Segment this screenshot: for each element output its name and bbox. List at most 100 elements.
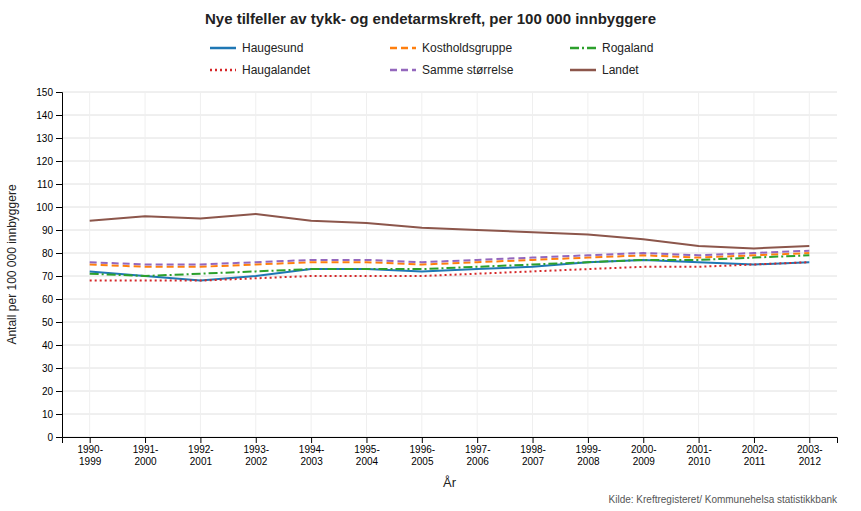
tick-mark	[56, 184, 62, 185]
grid-line-y	[62, 138, 837, 139]
tick-label: 1994-2003	[299, 444, 325, 467]
tick-mark	[56, 138, 62, 139]
legend-label: Haugalandet	[242, 63, 311, 77]
grid-line-x	[809, 92, 810, 437]
tick-mark	[422, 437, 423, 443]
grid-line-x	[587, 92, 588, 437]
lines	[90, 214, 810, 281]
grid-line-x	[698, 92, 699, 437]
tick-mark	[56, 230, 62, 231]
tick-mark	[56, 391, 62, 392]
tick-label: 0	[47, 432, 53, 443]
tick-mark	[477, 437, 478, 443]
tick-mark	[588, 437, 589, 443]
grid-line-y	[62, 161, 837, 162]
grid-line-x	[477, 92, 478, 437]
tick: 1992-2001	[188, 437, 214, 467]
annotation: Kilde: Kreftregisteret/ Kommunehelsa sta…	[609, 494, 838, 505]
grid-line-x	[643, 92, 644, 437]
tick-mark	[311, 437, 312, 443]
grid-line-y	[62, 368, 837, 369]
tick: 2000-2009	[631, 437, 657, 467]
tick-label: 2001-2010	[686, 444, 712, 467]
tick-label: 70	[42, 271, 54, 282]
tick-mark	[699, 437, 700, 443]
y-axis: 0102030405060708090100110120130140150	[36, 87, 62, 443]
tick-label: 90	[42, 225, 54, 236]
legend-item: Haugesund	[210, 41, 303, 55]
tick-label: 1990-1999	[77, 444, 103, 467]
tick-mark	[256, 437, 257, 443]
tick-mark	[200, 437, 201, 443]
legend-swatch	[570, 69, 596, 72]
tick-mark	[754, 437, 755, 443]
tick-label: 30	[42, 363, 54, 374]
tick: 1997-2006	[465, 437, 491, 467]
tick-mark	[56, 276, 62, 277]
tick-label: 20	[42, 386, 54, 397]
grid-line-y	[62, 345, 837, 346]
tick-label: 130	[36, 133, 53, 144]
tick-mark	[56, 92, 62, 93]
grid-line-y	[62, 276, 837, 277]
grid-line-x	[366, 92, 367, 437]
legend-swatch	[570, 47, 596, 50]
tick-mark	[145, 437, 146, 443]
tick-label: 2003-2012	[797, 444, 823, 467]
tick-mark	[56, 414, 62, 415]
axis-line	[63, 438, 838, 444]
tick-label: 2002-2011	[742, 444, 768, 467]
tick-label: 110	[37, 179, 53, 190]
legend-label: Rogaland	[602, 41, 653, 55]
tick: 60	[42, 294, 62, 305]
legend-label: Haugesund	[242, 41, 303, 55]
tick: 1990-1999	[77, 437, 103, 467]
legend-item: Rogaland	[570, 41, 653, 55]
tick: 50	[42, 317, 62, 328]
tick: 2001-2010	[686, 437, 712, 467]
tick-mark	[533, 437, 534, 443]
tick-mark	[56, 345, 62, 346]
legend: HaugesundKostholdsgruppeRogalandHaugalan…	[210, 41, 653, 77]
tick-mark	[90, 437, 91, 443]
grid-line-y	[62, 299, 837, 300]
title: Nye tilfeller av tykk- og endetarmskreft…	[205, 10, 656, 27]
tick-mark	[366, 437, 367, 443]
tick: 140	[36, 110, 62, 121]
tick: 70	[42, 271, 62, 282]
x-axis: 1990-19991991-20001992-20011993-20021994…	[63, 437, 838, 467]
tick: 1995-2004	[354, 437, 380, 467]
legend-swatch	[210, 69, 236, 72]
grid-line-y	[62, 207, 837, 208]
line	[90, 262, 810, 280]
tick: 110	[37, 179, 62, 190]
line	[90, 251, 810, 265]
tick: 10	[42, 409, 62, 420]
tick-label: 1999-2008	[576, 444, 602, 467]
y-axis-title: Antall per 100 000 innbyggere	[5, 184, 19, 344]
tick: 120	[36, 156, 62, 167]
tick: 0	[47, 432, 62, 443]
tick: 1994-2003	[299, 437, 325, 467]
tick-label: 150	[36, 87, 53, 98]
tick-label: 1995-2004	[354, 444, 380, 467]
grid-line-y	[62, 92, 837, 93]
tick-mark	[56, 207, 62, 208]
legend-label: Samme størrelse	[422, 63, 514, 77]
tick: 20	[42, 386, 62, 397]
tick-label: 40	[42, 340, 54, 351]
tick: 2003-2012	[797, 437, 823, 467]
tick: 30	[42, 363, 62, 374]
grid-line-y	[62, 414, 837, 415]
grid-line-y	[62, 322, 837, 323]
tick: 1991-2000	[133, 437, 159, 467]
tick-label: 140	[36, 110, 53, 121]
legend-swatch	[390, 47, 416, 50]
tick: 1996-2005	[410, 437, 436, 467]
tick-label: 1992-2001	[188, 444, 214, 467]
tick-label: 1991-2000	[133, 444, 159, 467]
line	[90, 214, 810, 249]
tick-mark	[56, 253, 62, 254]
tick: 40	[42, 340, 62, 351]
tick-label: 1996-2005	[410, 444, 436, 467]
